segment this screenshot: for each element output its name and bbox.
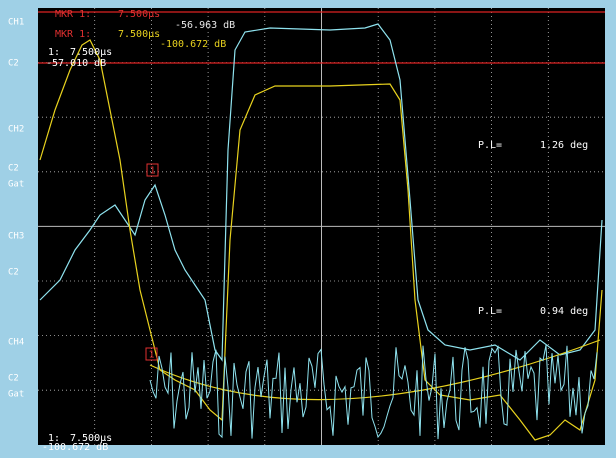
sidebar: CH1 C2 CH2 C2 Gat CH3 C2 CH4 C2 Gat xyxy=(8,18,24,400)
channel-label: CH1 xyxy=(8,18,24,28)
marker-flag-box xyxy=(146,163,159,177)
trace-cyan xyxy=(39,23,603,362)
phase-label: P.L= xyxy=(478,140,502,151)
phase-value: 0.94 deg xyxy=(540,306,588,317)
marker-time: 7.500µs xyxy=(118,29,160,40)
marker-flag: 1 xyxy=(148,350,154,361)
channel-label: CH2 xyxy=(8,125,24,135)
marker-flag-box xyxy=(145,347,158,361)
readout-time: 7.500µs xyxy=(70,47,112,58)
readout-time: 7.500µs xyxy=(70,433,112,444)
channel-label: C2 xyxy=(8,374,19,384)
channel-label: C2 xyxy=(8,164,19,174)
channel-label: Gat xyxy=(8,180,24,190)
channel-label: CH3 xyxy=(8,232,24,242)
readout-value: -57.010 dB xyxy=(46,58,106,69)
channel-label: CH4 xyxy=(8,338,24,348)
marker-label: MKR 1: xyxy=(55,29,91,40)
channel-label: C2 xyxy=(8,59,19,69)
phase-label: P.L= xyxy=(478,306,502,317)
marker-flag: 1 xyxy=(149,166,155,177)
channel-label: Gat xyxy=(8,390,24,400)
readout-label: 1: xyxy=(48,47,60,58)
channel-label: C2 xyxy=(8,268,19,278)
trace-yellow xyxy=(39,39,603,441)
marker-value: -56.963 dB xyxy=(175,20,235,31)
marker-label: MKR 1: xyxy=(55,9,91,20)
marker-time: 7.500µs xyxy=(118,9,160,20)
readout-label: 1: xyxy=(48,433,60,444)
marker-value: -100.672 dB xyxy=(160,39,226,50)
phase-value: 1.26 deg xyxy=(540,140,588,151)
trace-cyan-noise xyxy=(149,345,598,440)
readout-value: -100.672 dB xyxy=(42,442,108,453)
